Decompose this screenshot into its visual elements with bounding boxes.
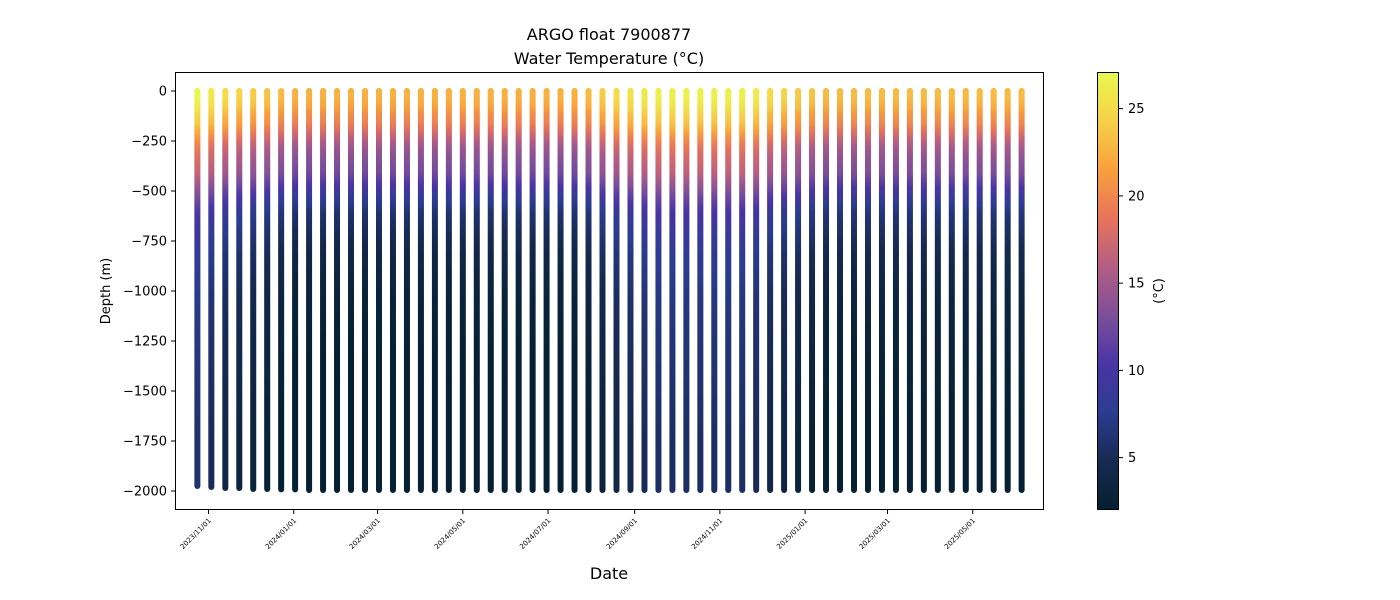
data-point — [264, 88, 271, 94]
data-point — [194, 88, 201, 94]
data-point — [208, 88, 215, 94]
data-point — [348, 88, 355, 94]
data-point — [320, 88, 327, 94]
data-point — [334, 88, 341, 94]
chart-title: ARGO float 7900877 — [527, 25, 691, 44]
profile — [306, 88, 313, 493]
profile — [348, 88, 355, 493]
data-point — [292, 88, 299, 94]
profile — [208, 88, 215, 490]
profile — [362, 88, 369, 493]
data-points — [194, 88, 1025, 493]
profile — [292, 88, 299, 493]
profile — [264, 88, 271, 492]
profile — [222, 88, 229, 491]
data-point — [250, 88, 257, 94]
profile — [236, 88, 243, 491]
chart-subtitle-text: Water Temperature — [514, 49, 668, 68]
chart-subtitle-unit: (°C) — [673, 49, 705, 68]
profile — [250, 88, 257, 492]
profile — [334, 88, 341, 493]
profile — [278, 88, 285, 493]
data-point — [278, 88, 285, 94]
data-point — [306, 88, 313, 94]
data-point — [222, 88, 229, 94]
profile — [194, 88, 201, 489]
profile — [320, 88, 327, 493]
chart-subtitle: Water Temperature (°C) — [514, 49, 704, 68]
data-point — [236, 88, 243, 94]
